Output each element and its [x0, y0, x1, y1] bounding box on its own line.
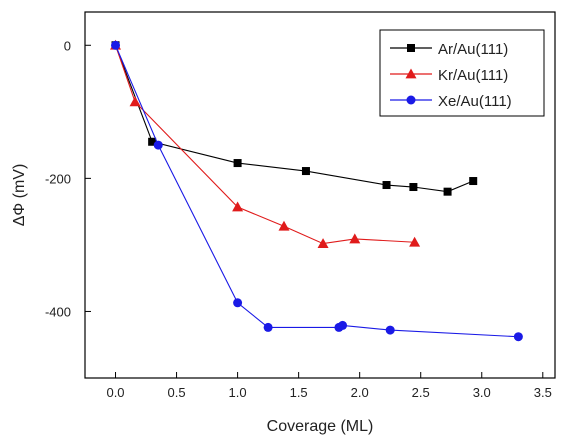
data-point: [338, 320, 348, 330]
data-point: [385, 325, 395, 335]
y-axis-ticks: 0 -200 -400: [45, 38, 91, 319]
data-point: [233, 298, 243, 308]
data-point: [301, 167, 310, 176]
data-point: [153, 140, 163, 150]
series-2: [111, 40, 523, 342]
data-point: [443, 187, 452, 196]
data-point: [278, 220, 290, 231]
x-tick-label: 0.5: [168, 385, 186, 400]
data-point: [349, 233, 361, 244]
x-tick-label: 3.5: [534, 385, 552, 400]
legend-label: Ar/Au(111): [438, 41, 508, 58]
legend-marker: [405, 68, 417, 79]
legend-label: Kr/Au(111): [438, 67, 508, 84]
data-point: [469, 177, 478, 186]
data-point: [129, 96, 141, 107]
data-point: [233, 159, 242, 168]
series-line: [115, 45, 474, 193]
y-tick-label: -400: [45, 304, 71, 319]
x-axis-ticks: 0.0 0.5 1.0 1.5 2.0 2.5 3.0 3.5: [106, 372, 552, 400]
legend-label: Xe/Au(111): [438, 93, 512, 110]
data-point: [317, 238, 329, 248]
x-tick-label: 1.5: [290, 385, 308, 400]
legend-marker: [406, 95, 416, 105]
series-line: [115, 45, 519, 338]
data-point: [409, 236, 421, 247]
y-tick-label: -200: [45, 171, 71, 186]
y-tick-label: 0: [64, 38, 71, 53]
x-tick-label: 2.0: [351, 385, 369, 400]
x-tick-label: 0.0: [106, 385, 124, 400]
legend: Ar/Au(111) Kr/Au(111) Xe/Au(111): [379, 29, 545, 117]
data-point: [148, 137, 157, 146]
x-tick-label: 2.5: [412, 385, 430, 400]
x-tick-label: 1.0: [229, 385, 247, 400]
legend-marker: [407, 44, 415, 52]
data-point: [263, 322, 273, 332]
y-axis-title: ΔΦ (mV): [11, 164, 28, 227]
data-point: [513, 332, 523, 342]
x-tick-label: 3.0: [473, 385, 491, 400]
data-point: [409, 183, 418, 192]
data-point: [111, 40, 121, 50]
plot-frame: [84, 11, 556, 379]
data-point: [232, 201, 244, 212]
data-point: [382, 181, 391, 190]
x-axis-title: Coverage (ML): [267, 418, 374, 435]
series-layer: [110, 39, 523, 342]
